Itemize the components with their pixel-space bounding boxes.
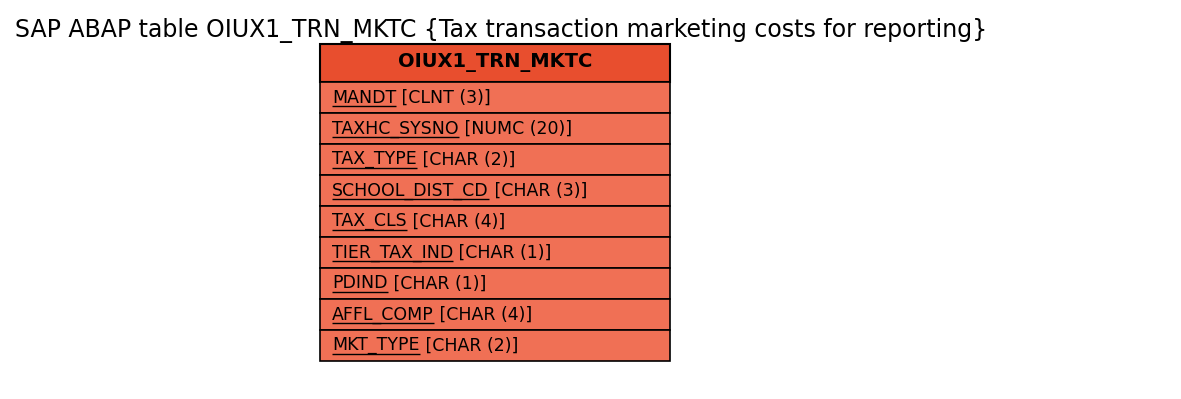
Text: [CLNT (3)]: [CLNT (3)] — [397, 89, 491, 107]
Bar — [320, 268, 670, 299]
Text: MANDT: MANDT — [332, 89, 397, 107]
Bar — [320, 299, 670, 330]
Bar — [320, 113, 670, 144]
Bar — [320, 175, 670, 206]
Text: TIER_TAX_IND: TIER_TAX_IND — [332, 243, 454, 261]
Text: AFFL_COMP: AFFL_COMP — [332, 306, 433, 324]
Bar — [320, 237, 670, 268]
Bar — [320, 330, 670, 361]
Text: SAP ABAP table OIUX1_TRN_MKTC {Tax transaction marketing costs for reporting}: SAP ABAP table OIUX1_TRN_MKTC {Tax trans… — [15, 18, 987, 43]
Text: [CHAR (4)]: [CHAR (4)] — [433, 306, 531, 324]
Text: TAX_CLS: TAX_CLS — [332, 213, 406, 231]
Bar — [320, 144, 670, 175]
Bar — [320, 206, 670, 237]
Text: PDIND: PDIND — [332, 275, 387, 292]
Bar — [320, 82, 670, 113]
Text: [CHAR (1)]: [CHAR (1)] — [454, 243, 552, 261]
Text: SCHOOL_DIST_CD: SCHOOL_DIST_CD — [332, 182, 489, 200]
Text: TAX_TYPE: TAX_TYPE — [332, 150, 417, 168]
Text: OIUX1_TRN_MKTC: OIUX1_TRN_MKTC — [398, 53, 592, 73]
Text: [CHAR (2)]: [CHAR (2)] — [419, 336, 518, 354]
Text: [CHAR (1)]: [CHAR (1)] — [387, 275, 485, 292]
Text: [CHAR (2)]: [CHAR (2)] — [417, 150, 515, 168]
Text: [CHAR (4)]: [CHAR (4)] — [406, 213, 504, 231]
Text: [CHAR (3)]: [CHAR (3)] — [489, 182, 587, 200]
Text: MKT_TYPE: MKT_TYPE — [332, 336, 419, 354]
Text: TAXHC_SYSNO: TAXHC_SYSNO — [332, 119, 458, 138]
Text: [NUMC (20)]: [NUMC (20)] — [458, 119, 572, 138]
Bar — [320, 44, 670, 82]
